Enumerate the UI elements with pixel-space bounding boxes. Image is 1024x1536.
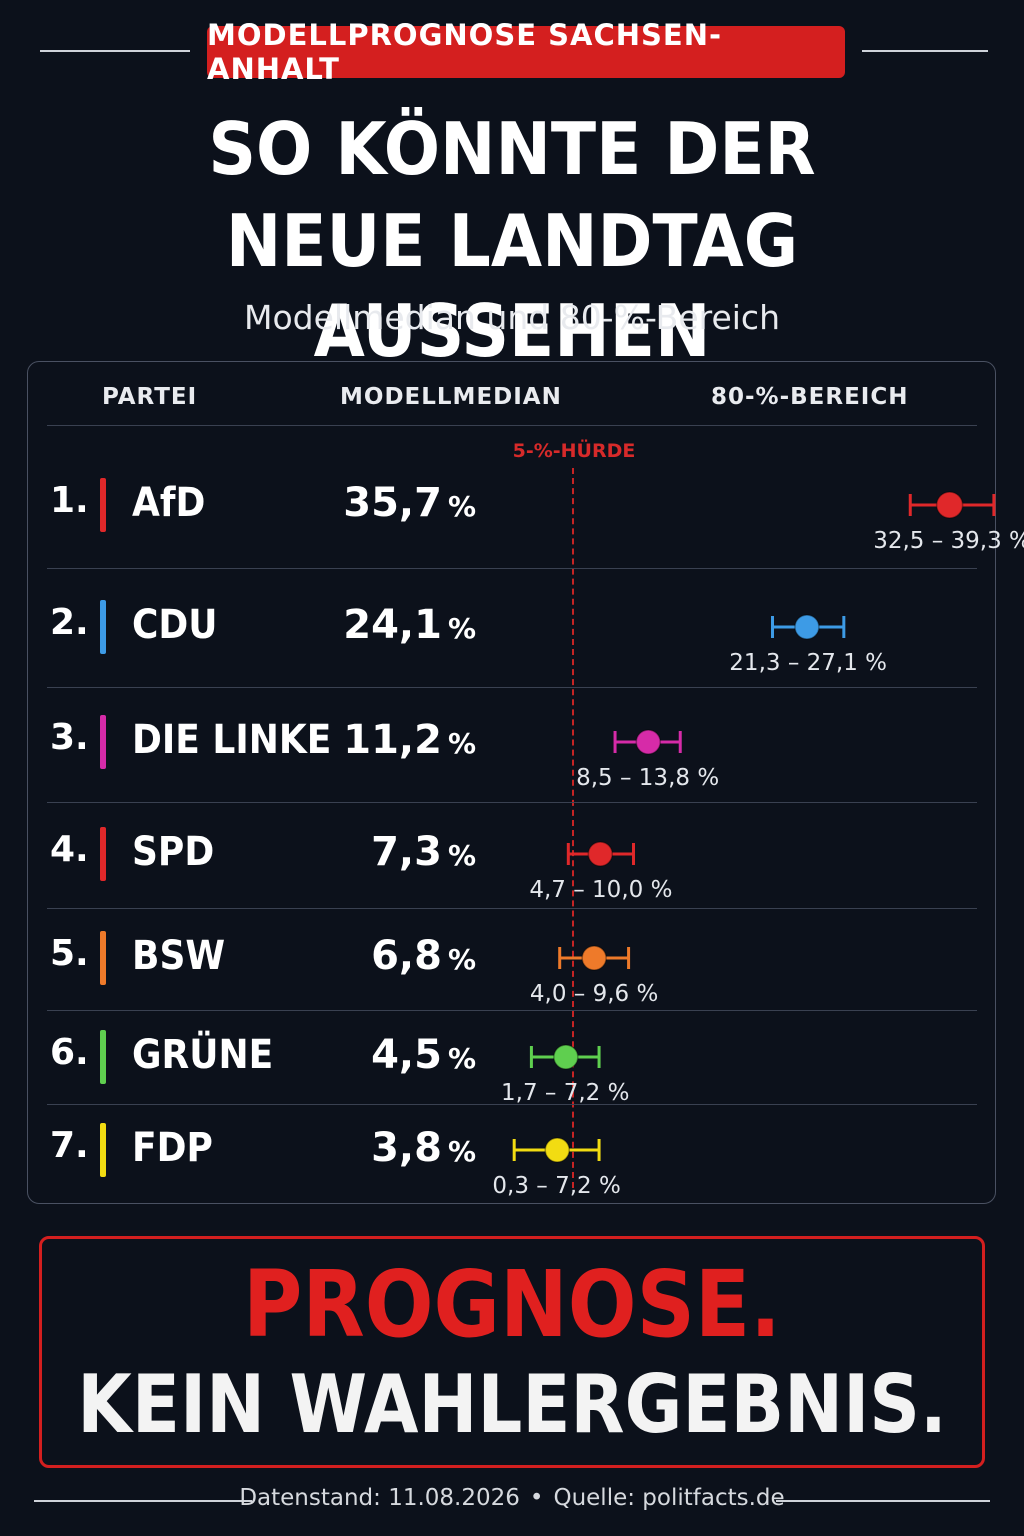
row-separator bbox=[47, 687, 977, 688]
range-label: 8,5 – 13,8 % bbox=[576, 765, 720, 791]
median-value: 11,2 bbox=[343, 717, 442, 763]
party-name: CDU bbox=[132, 602, 218, 648]
kicker-badge: MODELLPROGNOSE SACHSEN-ANHALT bbox=[207, 18, 845, 86]
threshold-line bbox=[572, 468, 574, 1188]
chart-panel bbox=[27, 361, 996, 1204]
party-name: FDP bbox=[132, 1125, 213, 1171]
median-unit: % bbox=[447, 1135, 476, 1168]
party-color-bar bbox=[100, 478, 106, 532]
row-separator bbox=[47, 1104, 977, 1105]
footer-rule-left bbox=[34, 1500, 252, 1502]
party-rank: 6. bbox=[50, 1032, 89, 1073]
party-name: BSW bbox=[132, 933, 226, 979]
threshold-label: 5-%-HÜRDE bbox=[512, 440, 636, 462]
party-name: SPD bbox=[132, 829, 215, 875]
range-label: 1,7 – 7,2 % bbox=[501, 1080, 630, 1106]
party-rank: 2. bbox=[50, 602, 89, 643]
median-value: 3,8 bbox=[371, 1125, 442, 1171]
range-label: 21,3 – 27,1 % bbox=[729, 650, 888, 676]
median-unit: % bbox=[447, 612, 476, 645]
party-median: 7,3% bbox=[371, 829, 476, 875]
median-value: 6,8 bbox=[371, 933, 442, 979]
subtitle: Modellmedian und 80-%-Bereich bbox=[243, 298, 780, 337]
party-median: 35,7% bbox=[343, 480, 476, 526]
party-color-bar bbox=[100, 1123, 106, 1177]
footer-date: Datenstand: 11.08.2026 bbox=[239, 1485, 520, 1511]
row-separator bbox=[47, 802, 977, 803]
median-unit: % bbox=[447, 727, 476, 760]
party-name: GRÜNE bbox=[132, 1032, 274, 1078]
footer-source: Quelle: politfacts.de bbox=[553, 1485, 785, 1511]
median-unit: % bbox=[447, 1042, 476, 1075]
median-unit: % bbox=[447, 490, 476, 523]
header-separator bbox=[47, 425, 977, 426]
title-line-2: NEUE LANDTAG AUSSEHEN bbox=[225, 199, 799, 373]
party-color-bar bbox=[100, 931, 106, 985]
median-value: 7,3 bbox=[371, 829, 442, 875]
header-rule-right bbox=[862, 50, 988, 52]
disclaimer-line-1: PROGNOSE. bbox=[243, 1251, 781, 1358]
range-label: 0,3 – 7,2 % bbox=[492, 1173, 621, 1199]
party-median: 3,8% bbox=[371, 1125, 476, 1171]
row-separator bbox=[47, 908, 977, 909]
party-color-bar bbox=[100, 827, 106, 881]
party-rank: 3. bbox=[50, 717, 89, 758]
party-rank: 5. bbox=[50, 933, 89, 974]
column-header-range: 80-%-BEREICH bbox=[711, 384, 909, 410]
column-header-party: PARTEI bbox=[102, 384, 198, 410]
range-label: 32,5 – 39,3 % bbox=[873, 528, 1024, 554]
range-label: 4,0 – 9,6 % bbox=[529, 981, 659, 1007]
median-unit: % bbox=[447, 839, 476, 872]
row-separator bbox=[47, 1010, 977, 1011]
party-rank: 4. bbox=[50, 829, 89, 870]
header-rule-left bbox=[40, 50, 190, 52]
footer: Datenstand: 11.08.2026 • Quelle: politfact… bbox=[0, 1485, 1024, 1511]
median-value: 24,1 bbox=[343, 602, 442, 648]
footer-rule-right bbox=[776, 1500, 990, 1502]
party-median: 11,2% bbox=[343, 717, 476, 763]
row-separator bbox=[47, 568, 977, 569]
disclaimer-line-2: KEIN WAHLERGEBNIS. bbox=[77, 1358, 947, 1451]
party-median: 24,1% bbox=[343, 602, 476, 648]
disclaimer-box bbox=[39, 1236, 985, 1468]
party-median: 6,8% bbox=[371, 933, 476, 979]
party-color-bar bbox=[100, 715, 106, 769]
party-rank: 1. bbox=[50, 480, 89, 521]
party-name: DIE LINKE bbox=[132, 717, 332, 763]
party-median: 4,5% bbox=[371, 1032, 476, 1078]
party-name: AfD bbox=[132, 480, 206, 526]
median-unit: % bbox=[447, 943, 476, 976]
median-value: 4,5 bbox=[371, 1032, 442, 1078]
title-line-1: SO KÖNNTE DER bbox=[208, 107, 816, 191]
party-rank: 7. bbox=[50, 1125, 89, 1166]
party-color-bar bbox=[100, 600, 106, 654]
range-label: 4,7 – 10,0 % bbox=[529, 877, 673, 903]
median-value: 35,7 bbox=[343, 480, 442, 526]
party-color-bar bbox=[100, 1030, 106, 1084]
column-header-median: MODELLMEDIAN bbox=[340, 384, 562, 410]
footer-separator: • bbox=[529, 1485, 544, 1511]
